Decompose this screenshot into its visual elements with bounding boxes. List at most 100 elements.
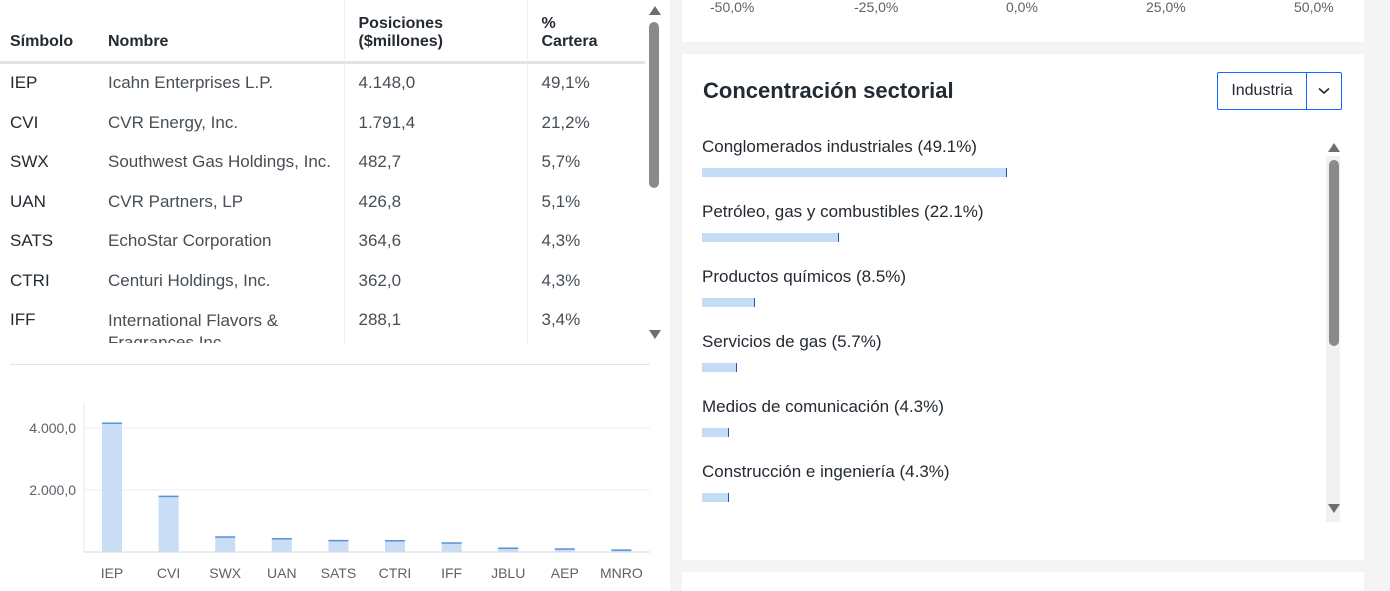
cell-name: CVR Partners, LP — [94, 182, 345, 222]
table-row[interactable]: UAN CVR Partners, LP 426,8 5,1% — [0, 182, 645, 222]
x-category-label: JBLU — [491, 565, 525, 581]
table-row[interactable]: IEP Icahn Enterprises L.P. 4.148,0 49,1% — [0, 62, 645, 103]
cell-name: International Flavors & Fragrances Inc. — [94, 300, 345, 343]
header-symbol[interactable]: Símbolo — [0, 0, 94, 64]
sector-label: Servicios de gas (5.7%) — [702, 332, 882, 351]
axis-tick-label: 25,0% — [1146, 0, 1186, 15]
cell-name: CVR Energy, Inc. — [94, 103, 345, 143]
bar-ctri[interactable] — [385, 540, 405, 552]
sector-scroll-down-icon[interactable] — [1328, 504, 1340, 513]
cell-name: Southwest Gas Holdings, Inc. — [94, 142, 345, 182]
table-row[interactable]: SATS EchoStar Corporation 364,6 4,3% — [0, 221, 645, 261]
sector-bar — [702, 233, 839, 242]
table-row[interactable]: CTRI Centuri Holdings, Inc. 362,0 4,3% — [0, 261, 645, 301]
sector-item: Productos químicos (8.5%) — [702, 264, 1322, 329]
cell-portfolio: 5,1% — [541, 191, 581, 211]
bar-aep[interactable] — [554, 549, 575, 552]
x-category-label: IEP — [101, 565, 124, 581]
table-scrollbar-thumb[interactable] — [649, 22, 659, 188]
axis-tick-label: -25,0% — [854, 0, 899, 15]
cell-portfolio: 4,3% — [541, 231, 581, 251]
section-divider — [10, 364, 650, 365]
cell-portfolio: 21,2% — [541, 112, 590, 132]
x-category-label: CVI — [157, 565, 180, 581]
cell-positions: 482,7 — [344, 142, 528, 182]
header-positions[interactable]: Posiciones ($millones) — [344, 0, 528, 64]
cell-symbol[interactable]: IFF — [10, 309, 36, 329]
sector-concentration-card: Concentración sectorial Industria Conglo… — [682, 54, 1364, 560]
cell-symbol[interactable]: CVI — [10, 112, 39, 132]
sector-type-dropdown[interactable]: Industria — [1217, 72, 1342, 110]
cell-name: Centuri Holdings, Inc. — [94, 261, 345, 301]
bar-cvi[interactable] — [158, 496, 179, 552]
dropdown-selected-value[interactable]: Industria — [1218, 73, 1307, 109]
holdings-table-container[interactable]: Símbolo Nombre Posiciones ($millones) % Ca… — [0, 0, 645, 343]
holdings-table: Símbolo Nombre Posiciones ($millones) % Ca… — [0, 0, 645, 343]
sector-label: Construcción e ingeniería (4.3%) — [702, 462, 950, 481]
holdings-panel: Símbolo Nombre Posiciones ($millones) % Ca… — [0, 0, 670, 591]
header-portfolio[interactable]: % Cartera — [527, 0, 645, 64]
x-category-label: UAN — [267, 565, 297, 581]
bar-iep[interactable] — [102, 423, 122, 552]
x-category-label: AEP — [551, 565, 579, 581]
cell-positions: 1.791,4 — [344, 103, 528, 143]
x-category-label: MNRO — [600, 565, 643, 581]
section-title: Concentración sectorial — [703, 78, 954, 103]
sector-label: Productos químicos (8.5%) — [702, 267, 907, 286]
bar-iff[interactable] — [441, 543, 462, 552]
chart-tick-labels: 2.000,0 4.000,0 — [29, 420, 76, 498]
cell-symbol[interactable]: SATS — [10, 231, 54, 251]
bar-uan[interactable] — [271, 538, 292, 552]
bar-mnro[interactable] — [611, 550, 632, 552]
cell-symbol[interactable]: SWX — [10, 152, 49, 172]
cell-portfolio: 4,3% — [541, 270, 581, 290]
sector-item: Construcción e ingeniería (4.3%) — [702, 459, 1322, 514]
y-tick-label: 2.000,0 — [29, 482, 76, 498]
table-row[interactable]: CVI CVR Energy, Inc. 1.791,4 21,2% — [0, 103, 645, 143]
cell-portfolio: 49,1% — [541, 73, 590, 93]
axis-tick-label: 50,0% — [1294, 0, 1334, 15]
bar-sats[interactable] — [328, 540, 349, 552]
y-tick-label: 4.000,0 — [29, 420, 76, 436]
header-name[interactable]: Nombre — [94, 0, 345, 64]
sector-label: Conglomerados industriales (49.1%) — [702, 137, 977, 156]
cell-positions: 4.148,0 — [344, 62, 528, 103]
cell-positions: 426,8 — [344, 182, 528, 222]
cell-name: EchoStar Corporation — [94, 221, 345, 261]
bar-jblu[interactable] — [498, 548, 519, 552]
cell-portfolio: 3,4% — [541, 309, 581, 329]
sector-label: Petróleo, gas y combustibles (22.1%) — [702, 202, 984, 221]
table-header-row: Símbolo Nombre Posiciones ($millones) % Ca… — [0, 0, 645, 64]
sector-scrollbar-thumb[interactable] — [1329, 160, 1339, 346]
sector-bar — [702, 298, 755, 307]
cell-symbol[interactable]: CTRI — [10, 270, 50, 290]
sector-item: Medios de comunicación (4.3%) — [702, 394, 1322, 459]
chevron-down-icon — [1318, 87, 1330, 95]
axis-tick-label: 0,0% — [1006, 0, 1038, 15]
table-scroll-up-icon[interactable] — [649, 6, 661, 15]
performance-axis-card: -50,0% -25,0% 0,0% 25,0% 50,0% — [682, 0, 1364, 42]
sector-item: Conglomerados industriales (49.1%) — [702, 134, 1322, 199]
chart-bars — [102, 422, 632, 552]
axis-tick-label: -50,0% — [710, 0, 755, 15]
table-row[interactable]: SWX Southwest Gas Holdings, Inc. 482,7 5… — [0, 142, 645, 182]
sector-bar — [702, 168, 1007, 177]
bar-swx[interactable] — [215, 537, 236, 552]
sector-scroll-up-icon[interactable] — [1328, 143, 1340, 152]
cell-symbol[interactable]: IEP — [10, 73, 38, 93]
sector-bar — [702, 428, 729, 437]
sector-bar — [702, 363, 737, 372]
sector-item: Servicios de gas (5.7%) — [702, 329, 1322, 394]
cell-portfolio: 5,7% — [541, 152, 581, 172]
table-row[interactable]: IFF International Flavors & Fragrances I… — [0, 300, 645, 343]
x-category-label: IFF — [441, 565, 462, 581]
cell-symbol[interactable]: UAN — [10, 191, 46, 211]
cell-positions: 288,1 — [344, 300, 528, 343]
dropdown-toggle[interactable] — [1307, 73, 1341, 109]
sector-label: Medios de comunicación (4.3%) — [702, 397, 944, 416]
next-card — [682, 572, 1364, 591]
x-category-label: CTRI — [379, 565, 412, 581]
sector-list[interactable]: Conglomerados industriales (49.1%) Petró… — [702, 134, 1322, 514]
table-scroll-down-icon[interactable] — [649, 330, 661, 339]
cell-name: Icahn Enterprises L.P. — [94, 62, 345, 103]
